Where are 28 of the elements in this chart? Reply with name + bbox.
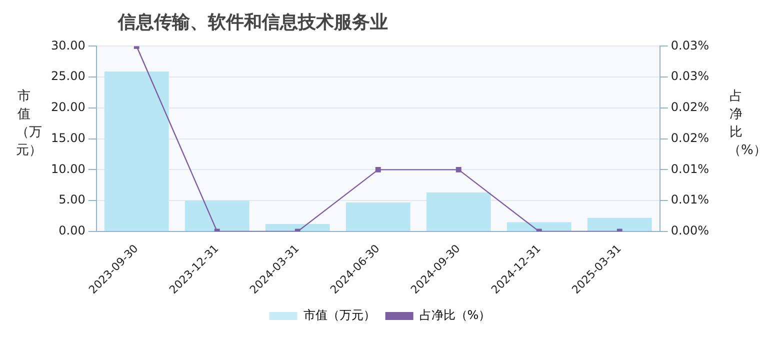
y2-tick-label: 0.01% (670, 192, 710, 207)
bar (184, 200, 250, 231)
bar (346, 202, 410, 231)
y2-tick-label: 0.03% (670, 38, 710, 52)
y2-tick-label: 0.02% (670, 130, 710, 145)
y2-tick-label: 0.00% (670, 224, 710, 238)
y-tick-label: 25.00 (50, 69, 86, 84)
y-tick-label: 5.00 (58, 192, 86, 207)
chart-title: 信息传输、软件和信息技术服务业 (118, 11, 388, 34)
bar (265, 224, 330, 231)
y-tick-label: 15.00 (50, 130, 86, 145)
y-tick-label: 20.00 (50, 100, 86, 114)
legend-label: 市值（万元） (303, 308, 376, 322)
y-tick-label: 10.00 (50, 162, 86, 176)
legend-label: 占净比（%） (419, 308, 491, 322)
point (456, 166, 462, 172)
bar (506, 222, 572, 231)
y2-axis-title: 占净比（%） (728, 88, 760, 160)
y2-tick-label: 0.01% (670, 162, 710, 176)
y-axis-title: 市值（万元） (16, 88, 42, 160)
y-tick-label: 30.00 (50, 38, 86, 52)
bar (426, 192, 491, 231)
y2-tick-label: 0.02% (670, 100, 710, 114)
y-tick-label: 0.00 (58, 224, 86, 238)
bar (104, 72, 169, 231)
y2-tick-label: 0.03% (670, 69, 710, 84)
bar (587, 218, 652, 231)
point (375, 166, 381, 172)
